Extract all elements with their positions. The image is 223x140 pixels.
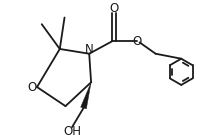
Text: OH: OH — [63, 125, 81, 138]
Polygon shape — [81, 82, 91, 109]
Text: O: O — [28, 80, 37, 94]
Text: O: O — [109, 2, 118, 15]
Text: O: O — [132, 35, 141, 48]
Text: N: N — [85, 43, 94, 56]
